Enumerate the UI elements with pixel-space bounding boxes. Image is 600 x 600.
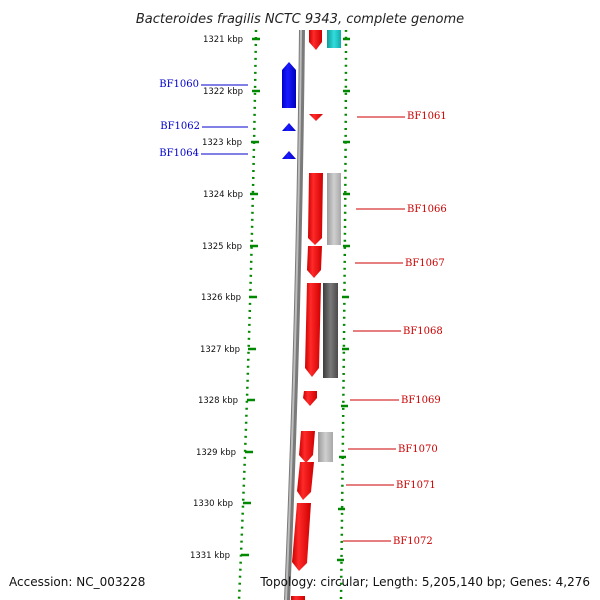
tick-label: 1322 kbp: [203, 87, 243, 97]
gene-label-BF1066[interactable]: BF1066: [407, 204, 447, 215]
tick-label: 1321 kbp: [203, 35, 243, 45]
map-title: Bacteroides fragilis NCTC 9343, complete…: [136, 12, 464, 27]
gene-label-BF1064[interactable]: BF1064: [159, 148, 199, 159]
gene-label-BF1067[interactable]: BF1067: [405, 258, 445, 269]
tick-label: 1323 kbp: [202, 138, 242, 148]
gene-label-BF1070[interactable]: BF1070: [398, 444, 438, 455]
gene-label-BF1060[interactable]: BF1060: [159, 79, 199, 90]
gene-BF1066[interactable]: [308, 173, 323, 245]
homology-block: [318, 432, 333, 462]
tick-label: 1325 kbp: [202, 242, 242, 252]
reverse-gene-labels: BF1060 BF1062 BF1064: [159, 79, 248, 159]
gene-BF1069[interactable]: [303, 391, 317, 406]
gene-BF1071[interactable]: [297, 462, 314, 500]
gene-label-BF1062[interactable]: BF1062: [160, 121, 200, 132]
gene-label-BF1068[interactable]: BF1068: [403, 326, 443, 337]
homology-blocks: [318, 173, 341, 462]
gene-BF1070[interactable]: [299, 431, 315, 463]
gene-top-partial[interactable]: [309, 30, 322, 50]
topology-text: Topology: circular; Length: 5,205,140 bp…: [259, 575, 590, 589]
tick-label: 1329 kbp: [196, 448, 236, 458]
tick-label: 1330 kbp: [193, 499, 233, 509]
gene-label-BF1072[interactable]: BF1072: [393, 536, 433, 547]
gene-label-BF1071[interactable]: BF1071: [396, 480, 436, 491]
ruler-arc: [237, 29, 258, 600]
forward-gene-labels: BF1061 BF1066 BF1067 BF1068 BF1069 BF107…: [343, 111, 447, 547]
reverse-genes: [282, 62, 296, 159]
tick-label: 1328 kbp: [198, 396, 238, 406]
tick-label: 1331 kbp: [190, 551, 230, 561]
gene-teal-top[interactable]: [327, 30, 341, 48]
accession-text: Accession: NC_003228: [9, 575, 145, 589]
homology-block: [323, 283, 338, 378]
gene-BF1068[interactable]: [305, 283, 321, 377]
tick-label: 1326 kbp: [201, 293, 241, 303]
ruler-ticks: 1321 kbp 1322 kbp 1323 kbp 1324 kbp 1325…: [190, 35, 260, 561]
outer-ruler-arc: [339, 29, 348, 600]
outer-ruler-ticks: [337, 37, 350, 562]
gene-BF1061[interactable]: [309, 114, 323, 121]
gene-bottom-partial[interactable]: [291, 596, 305, 600]
gene-BF1064[interactable]: [282, 151, 296, 159]
genome-backbone-highlight: [285, 29, 302, 600]
gene-label-BF1069[interactable]: BF1069: [401, 395, 441, 406]
gene-BF1072[interactable]: [292, 503, 311, 571]
forward-genes: [291, 30, 323, 600]
gene-label-BF1061[interactable]: BF1061: [407, 111, 447, 122]
gene-BF1062[interactable]: [282, 123, 296, 131]
tick-label: 1324 kbp: [203, 190, 243, 200]
homology-block: [327, 173, 341, 245]
gene-BF1067[interactable]: [307, 246, 322, 278]
tick-label: 1327 kbp: [200, 345, 240, 355]
gene-BF1060[interactable]: [282, 62, 296, 108]
